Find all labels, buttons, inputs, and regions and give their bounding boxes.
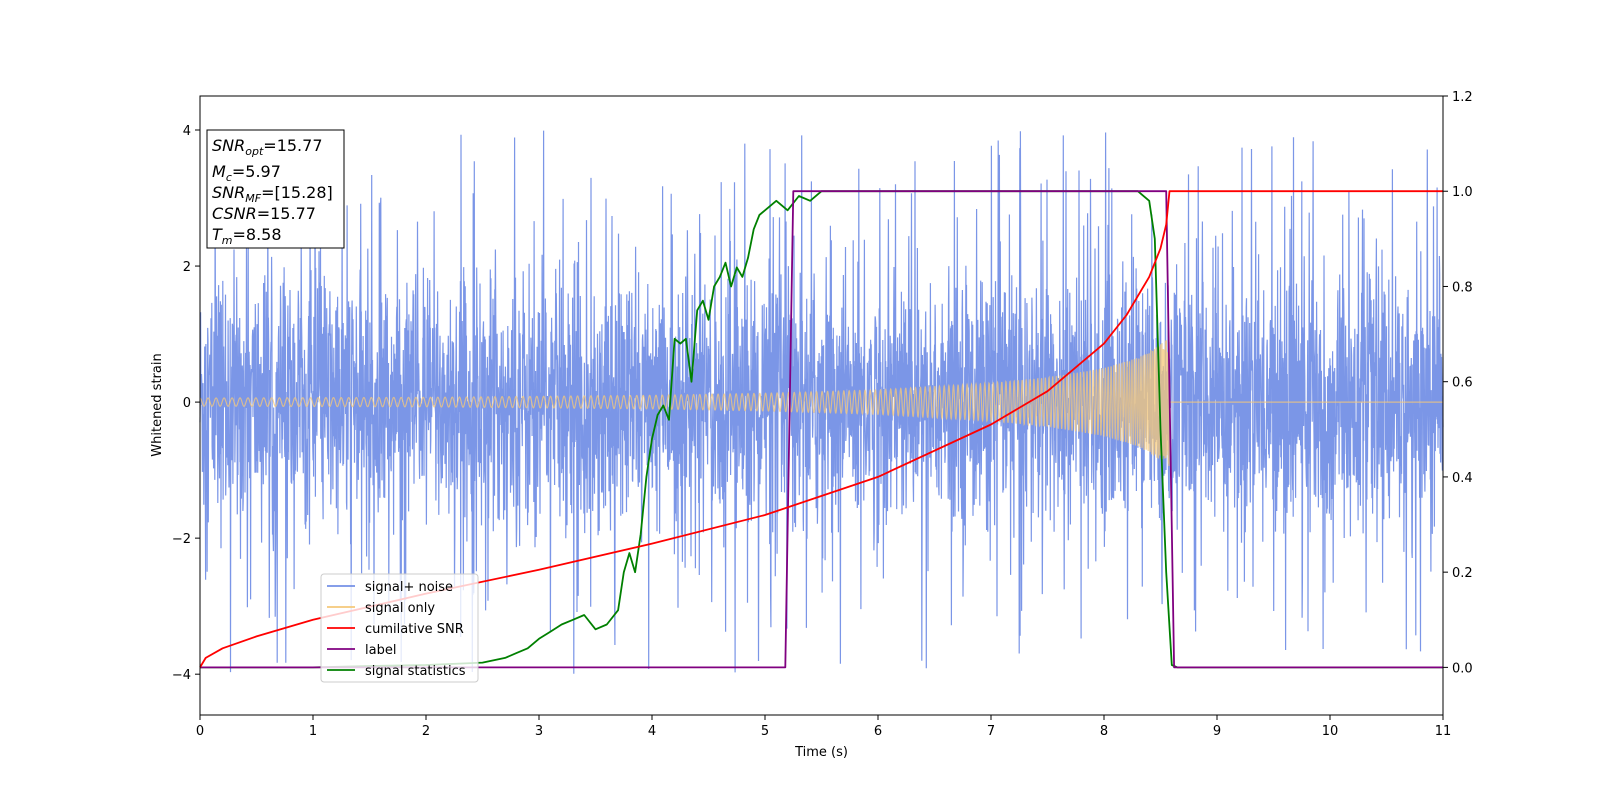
x-tick-label: 11 xyxy=(1435,724,1452,739)
legend-label: signal statistics xyxy=(365,664,466,679)
y-left-tick-label: 0 xyxy=(183,396,191,411)
y-right-tick-label: 0.4 xyxy=(1452,471,1473,486)
legend-label: cumilative SNR xyxy=(365,622,464,637)
info-line: CSNR=15.77 xyxy=(212,204,316,223)
x-tick-label: 6 xyxy=(874,724,882,739)
y-right-tick-label: 0.0 xyxy=(1452,661,1473,676)
legend-label: label xyxy=(365,643,396,658)
y-right-tick-label: 0.8 xyxy=(1452,280,1473,295)
y-left-tick-label: −4 xyxy=(172,668,191,683)
legend-frame xyxy=(320,573,479,683)
x-axis-label: Time (s) xyxy=(794,745,848,760)
info-box: SNRopt=15.77 Mc=5.97SNRMF=[15.28]CSNR=15.… xyxy=(206,129,345,249)
plot-frame xyxy=(199,95,1444,716)
x-tick-label: 2 xyxy=(422,724,430,739)
legend: signal+ noise signal only cumilative SNR la… xyxy=(320,573,479,683)
y-axis-label: Whitened strain xyxy=(150,353,165,456)
info-line: SNRMF=[15.28] xyxy=(212,183,333,205)
y-right-tick-label: 0.6 xyxy=(1452,376,1473,391)
legend-label: signal+ noise xyxy=(365,580,453,595)
y-left-tick-label: 2 xyxy=(183,260,191,275)
info-line: Mc=5.97 xyxy=(212,162,281,184)
series-cumulative-snr xyxy=(199,190,1443,668)
x-tick-label: 4 xyxy=(648,724,656,739)
y-left-tick-label: −2 xyxy=(172,532,191,547)
x-tick-label: 5 xyxy=(761,724,769,739)
x-tick-label: 7 xyxy=(987,724,995,739)
info-line: Tm=8.58 xyxy=(212,225,282,247)
x-tick-label: 8 xyxy=(1100,724,1108,739)
x-tick-label: 9 xyxy=(1213,724,1221,739)
y-right-tick-label: 1.2 xyxy=(1452,90,1473,105)
info-line: SNRopt=15.77 xyxy=(212,136,323,158)
x-tick-label: 1 xyxy=(309,724,317,739)
y-left-tick-label: 4 xyxy=(183,124,191,139)
series-label xyxy=(200,190,1443,669)
x-tick-label: 3 xyxy=(535,724,543,739)
legend-label: signal only xyxy=(365,601,435,616)
x-tick-label: 10 xyxy=(1322,724,1339,739)
y-right-tick-label: 0.2 xyxy=(1452,566,1473,581)
series-signal-noise xyxy=(199,130,1444,674)
y-right-tick-label: 1.0 xyxy=(1452,185,1473,200)
series-signal-only xyxy=(199,340,1443,466)
x-tick-label: 0 xyxy=(196,724,204,739)
info-box-frame xyxy=(206,129,345,249)
